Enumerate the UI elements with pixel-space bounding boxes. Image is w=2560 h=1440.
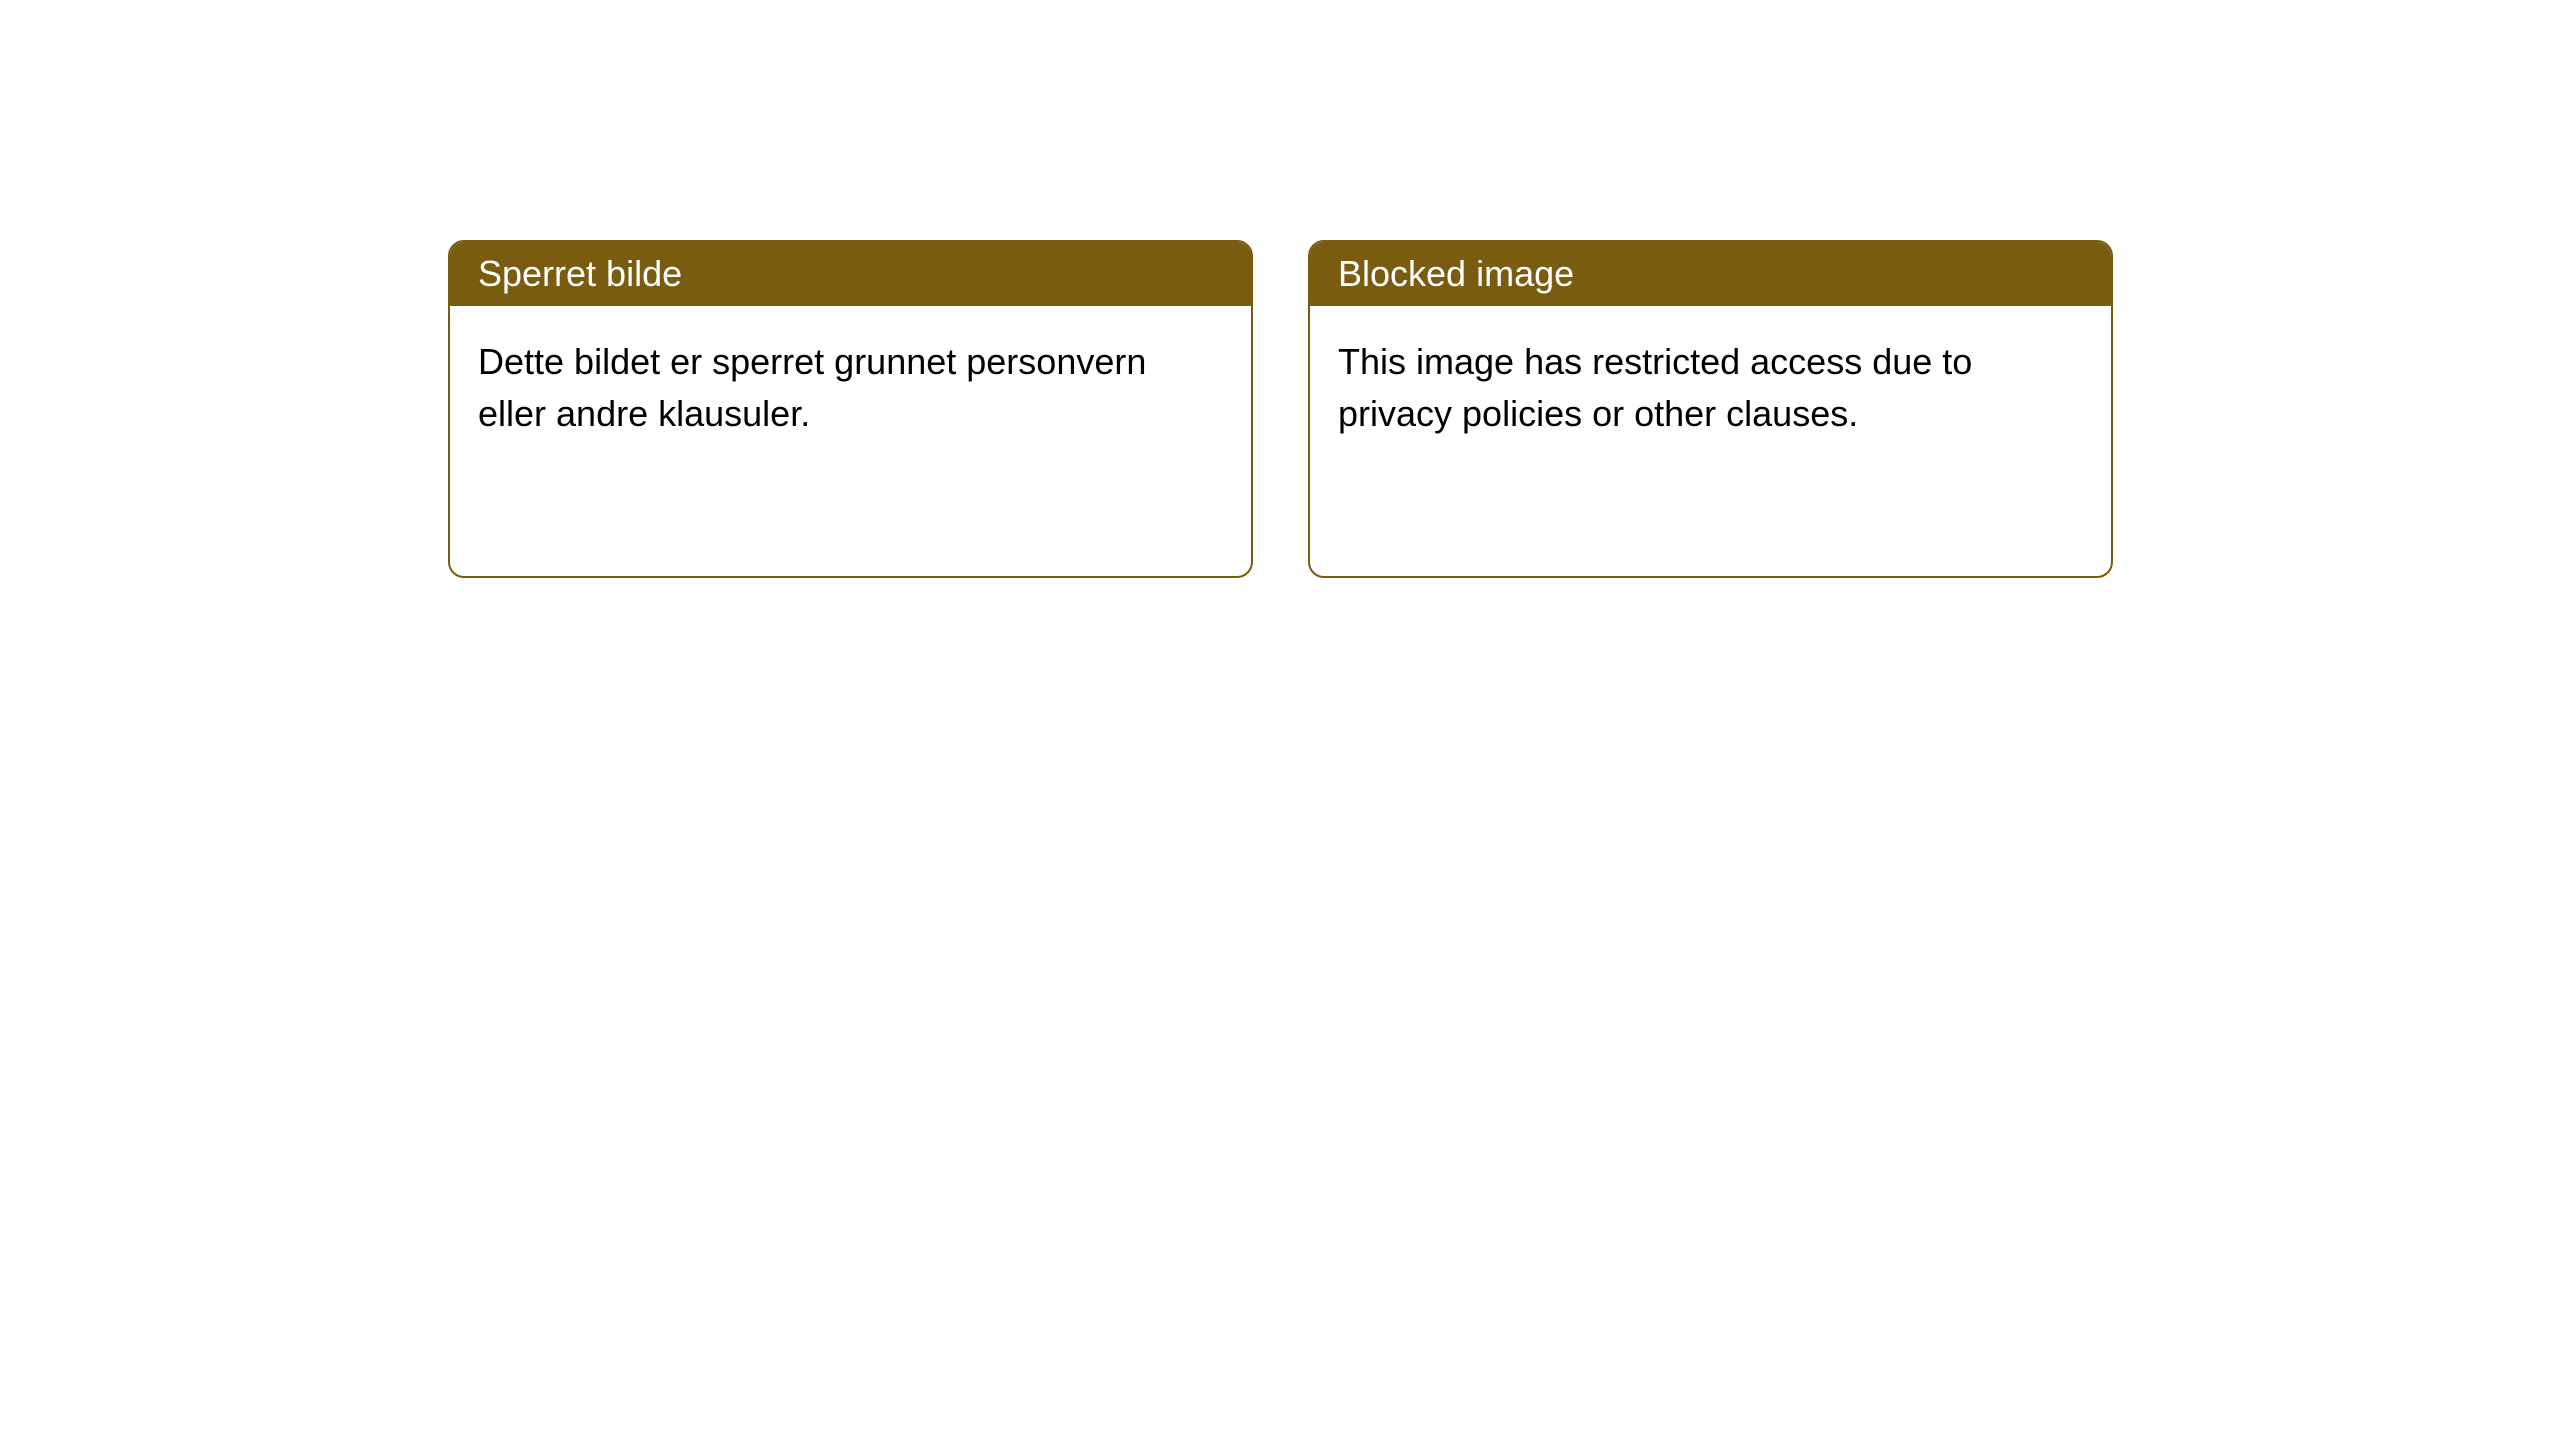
notice-message: This image has restricted access due to … bbox=[1338, 341, 1972, 434]
notice-box-norwegian: Sperret bilde Dette bildet er sperret gr… bbox=[448, 240, 1253, 578]
notice-message: Dette bildet er sperret grunnet personve… bbox=[478, 341, 1146, 434]
notice-container: Sperret bilde Dette bildet er sperret gr… bbox=[0, 0, 2560, 578]
notice-header: Sperret bilde bbox=[450, 242, 1251, 306]
notice-body: Dette bildet er sperret grunnet personve… bbox=[450, 306, 1251, 470]
notice-header: Blocked image bbox=[1310, 242, 2111, 306]
notice-body: This image has restricted access due to … bbox=[1310, 306, 2111, 470]
notice-title: Blocked image bbox=[1338, 253, 1574, 294]
notice-box-english: Blocked image This image has restricted … bbox=[1308, 240, 2113, 578]
notice-title: Sperret bilde bbox=[478, 253, 682, 294]
